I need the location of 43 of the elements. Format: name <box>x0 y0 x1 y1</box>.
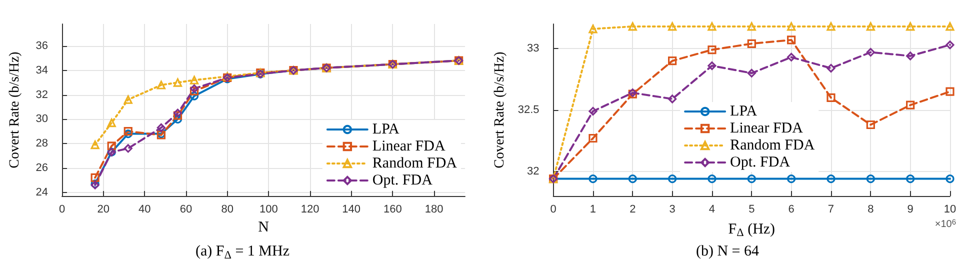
y-tick-label: 32 <box>36 88 48 101</box>
x-tick-label: 60 <box>180 204 192 216</box>
x-tick-label: 6 <box>788 204 794 216</box>
legend-label: Random FDA <box>372 156 458 172</box>
legend-label: LPA <box>372 122 400 138</box>
x-tick-label: 100 <box>259 204 278 216</box>
y-tick-label: 34 <box>36 64 48 76</box>
y-axis-title: Covert Rate (b/s/Hz) <box>492 51 508 168</box>
x-tick-label: 3 <box>669 204 676 216</box>
x-tick-label: 4 <box>708 204 716 216</box>
y-tick-label: 36 <box>36 40 48 52</box>
y-axis-title: Covert Rate (b/s/Hz) <box>8 51 22 168</box>
y-tick-label: 32.5 <box>518 104 540 116</box>
legend-label: Opt. FDA <box>372 172 433 188</box>
x-tick-label: 2 <box>630 204 636 216</box>
y-tick-label: 33 <box>527 42 540 55</box>
x-tick-label: 7 <box>828 204 834 216</box>
x-axis-title: N <box>258 220 270 236</box>
y-tick-label: 30 <box>36 113 48 126</box>
legend-label: Opt. FDA <box>730 154 790 170</box>
x-tick-label: 80 <box>221 204 234 216</box>
x-tick-label: 5 <box>748 204 755 216</box>
x-tick-label: 20 <box>97 204 110 216</box>
x-tick-label: 10 <box>944 204 956 216</box>
x-tick-label: 9 <box>907 204 914 216</box>
x-tick-label: 120 <box>300 204 320 216</box>
legend-label: Linear FDA <box>730 120 804 136</box>
x-tick-label: 140 <box>342 204 361 216</box>
text: (b) N = 64 <box>696 244 760 260</box>
x-tick-label: 8 <box>868 204 874 216</box>
y-tick-label: 26 <box>36 162 48 174</box>
y-tick-label: 24 <box>36 186 48 198</box>
x-tick-label: 180 <box>424 204 444 216</box>
legend-label: Linear FDA <box>372 138 446 154</box>
y-tick-label: 28 <box>36 138 48 150</box>
x-tick-label: 160 <box>383 204 402 216</box>
y-tick-label: 32 <box>527 165 540 178</box>
x-tick-label: 1 <box>590 204 596 216</box>
legend-label: LPA <box>730 104 758 120</box>
x-tick-label: 40 <box>138 204 151 216</box>
legend-label: Random FDA <box>730 138 815 154</box>
x-tick-label: 0 <box>58 204 66 216</box>
x-tick-label: 0 <box>550 204 556 216</box>
